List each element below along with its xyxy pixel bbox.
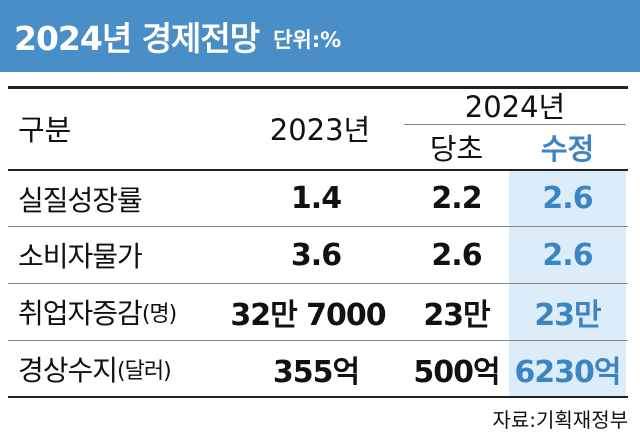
row-label-text: 경상수지: [18, 353, 118, 387]
value-revised: 23만: [534, 298, 601, 333]
top-rule: [8, 86, 628, 89]
year-sub-rule: [404, 124, 626, 125]
unit-note: 단위:%: [273, 28, 342, 52]
row-divider: [8, 283, 628, 284]
value-2023: 32만 7000: [230, 298, 386, 333]
header-bottom-rule: [8, 169, 628, 171]
value-2023: 3.6: [290, 237, 342, 273]
row-label: 취업자증감 (명): [18, 284, 177, 340]
header-revised: 수정: [540, 132, 595, 166]
header-2024: 2024년: [464, 90, 566, 124]
value-2023: 1.4: [290, 181, 342, 216]
value-2023: 355억: [272, 354, 360, 390]
row-divider: [8, 340, 628, 341]
row-label-unit: (달러): [117, 358, 172, 384]
header-category: 구분: [18, 113, 72, 147]
row-label-unit: (명): [141, 302, 177, 327]
value-revised: 2.6: [542, 181, 593, 216]
row-label: 실질성장률: [18, 171, 143, 226]
source-note: 자료:기획재정부: [492, 408, 628, 432]
value-revised: 6230억: [514, 354, 621, 390]
row-label-text: 실질성장률: [18, 183, 143, 217]
value-initial: 23만: [423, 298, 490, 333]
header-initial: 당초: [429, 132, 484, 166]
title-bar: 2024년 경제전망 단위:%: [0, 0, 640, 72]
value-revised: 2.6: [542, 237, 593, 273]
value-initial: 500억: [413, 354, 500, 390]
page-title: 2024년 경제전망: [14, 19, 260, 58]
row-label: 경상수지 (달러): [18, 341, 172, 396]
bottom-rule: [8, 396, 628, 398]
value-initial: 2.2: [431, 181, 482, 216]
row-label-text: 소비자물가: [18, 240, 143, 273]
row-label-text: 취업자증감: [18, 297, 143, 330]
value-initial: 2.6: [431, 237, 482, 273]
header-2023: 2023년: [269, 113, 371, 147]
row-label: 소비자물가: [18, 227, 143, 283]
row-divider: [8, 226, 628, 227]
